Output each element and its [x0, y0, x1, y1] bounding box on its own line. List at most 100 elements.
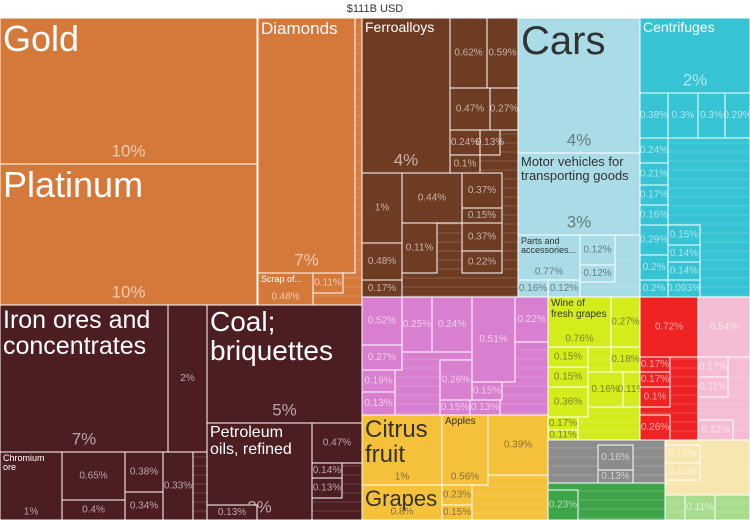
value-label: 0.12% — [583, 268, 611, 279]
tile — [517, 152, 641, 236]
tile — [0, 163, 258, 306]
value-label: 0.19% — [364, 376, 392, 387]
tile — [486, 17, 519, 89]
value-label: 0.24% — [438, 319, 466, 330]
tile — [587, 371, 624, 408]
value-label: 4% — [567, 130, 592, 149]
value-label: 0.27% — [611, 317, 639, 328]
tile — [361, 414, 443, 486]
value-label: 0.2% — [643, 262, 666, 273]
value-label: 0.59% — [488, 48, 516, 59]
tile — [461, 222, 503, 252]
tile-label: Diamonds — [261, 19, 338, 38]
tile — [697, 296, 750, 358]
value-label: 7% — [72, 429, 97, 448]
tile — [487, 414, 549, 476]
tile — [471, 296, 516, 383]
tile — [610, 296, 641, 348]
value-label: 0.65% — [79, 471, 107, 482]
tile — [597, 444, 634, 471]
tile — [441, 504, 473, 520]
value-label: 0.24% — [640, 145, 668, 156]
value-label: 0.38% — [130, 467, 158, 478]
tile — [514, 296, 549, 343]
value-label: 0.56% — [451, 472, 479, 483]
value-label: 0.22% — [468, 257, 496, 268]
tile-label: Ferroalloys — [365, 19, 435, 35]
value-label: 0.11% — [699, 382, 727, 393]
value-label: 0.17% — [368, 283, 396, 294]
value-label: 0.18% — [611, 354, 639, 365]
value-label: 0.21% — [640, 169, 668, 180]
value-label: 0.1% — [644, 392, 667, 403]
value-label: 0.27% — [368, 352, 396, 363]
value-label: 0.15% — [670, 230, 698, 241]
value-label: 0.13% — [471, 402, 499, 413]
value-label: 0.4% — [82, 505, 105, 516]
value-label: 0.16% — [591, 384, 619, 395]
value-label: 0.26% — [442, 375, 470, 386]
value-label: 4% — [394, 150, 419, 169]
value-label: 0.34% — [130, 501, 158, 512]
tile — [697, 376, 729, 398]
tile-label-box: Grapes — [365, 486, 438, 511]
tile — [0, 451, 63, 520]
tile — [431, 296, 473, 353]
tile — [547, 296, 612, 348]
value-label: 0.13% — [218, 507, 246, 518]
value-label: 0.26% — [641, 422, 669, 433]
value-label: 0.13% — [476, 137, 504, 148]
value-label: 0.11% — [618, 384, 646, 395]
tile — [401, 222, 438, 274]
chart-title: $111B USD — [347, 3, 404, 15]
value-label: 0.12% — [668, 449, 696, 460]
tile — [401, 172, 463, 224]
tile-label-box: Apples — [445, 416, 476, 427]
tile — [639, 296, 699, 358]
tile-label: Apples — [445, 416, 476, 427]
value-label: 0.2% — [643, 283, 666, 294]
tile — [167, 304, 208, 453]
tile — [517, 234, 581, 281]
tile-label-box: Citrus fruit — [365, 416, 428, 469]
value-label: 0.17% — [640, 190, 668, 201]
tile-label: Coal; briquettes — [210, 306, 333, 367]
value-label: 0.15% — [554, 372, 582, 383]
value-label: 0.29% — [723, 110, 750, 121]
value-label: 0.17% — [641, 359, 669, 370]
tile — [162, 451, 194, 520]
value-label: 0.54% — [710, 322, 738, 333]
value-label: 0.51% — [479, 334, 507, 345]
tile — [610, 346, 641, 373]
value-label: 2% — [180, 373, 195, 384]
tile — [449, 129, 481, 156]
tile — [517, 17, 641, 154]
value-label: 0.13% — [364, 398, 392, 409]
tile — [547, 386, 589, 418]
value-label: 0.14% — [670, 248, 698, 259]
tile — [449, 17, 488, 89]
value-label: 0.72% — [655, 322, 683, 333]
value-label: 0.15% — [441, 402, 469, 413]
tile-label: Citrus fruit — [365, 416, 428, 469]
value-label: 0.17% — [641, 374, 669, 385]
value-label: 0.37% — [468, 232, 496, 243]
tile — [639, 414, 671, 441]
value-label: 0.22% — [517, 314, 545, 325]
tile — [0, 304, 169, 453]
tile-label: Grapes — [365, 486, 438, 511]
value-label: 0.48% — [271, 292, 299, 303]
tile — [449, 87, 491, 131]
tile — [684, 494, 716, 520]
tile-label-box: Diamonds — [261, 19, 338, 38]
value-label: 0.13% — [313, 483, 341, 494]
tile — [639, 17, 750, 94]
value-label: 0.14% — [313, 465, 341, 476]
tile — [441, 414, 489, 486]
tile-label: Iron ores and concentrates — [3, 306, 151, 361]
value-label: 1% — [375, 203, 390, 214]
tile-label: Parts and accessories... — [521, 236, 577, 256]
tile-label-box: Motor vehicles for transporting goods — [521, 155, 629, 182]
value-label: 0.77% — [535, 267, 563, 278]
